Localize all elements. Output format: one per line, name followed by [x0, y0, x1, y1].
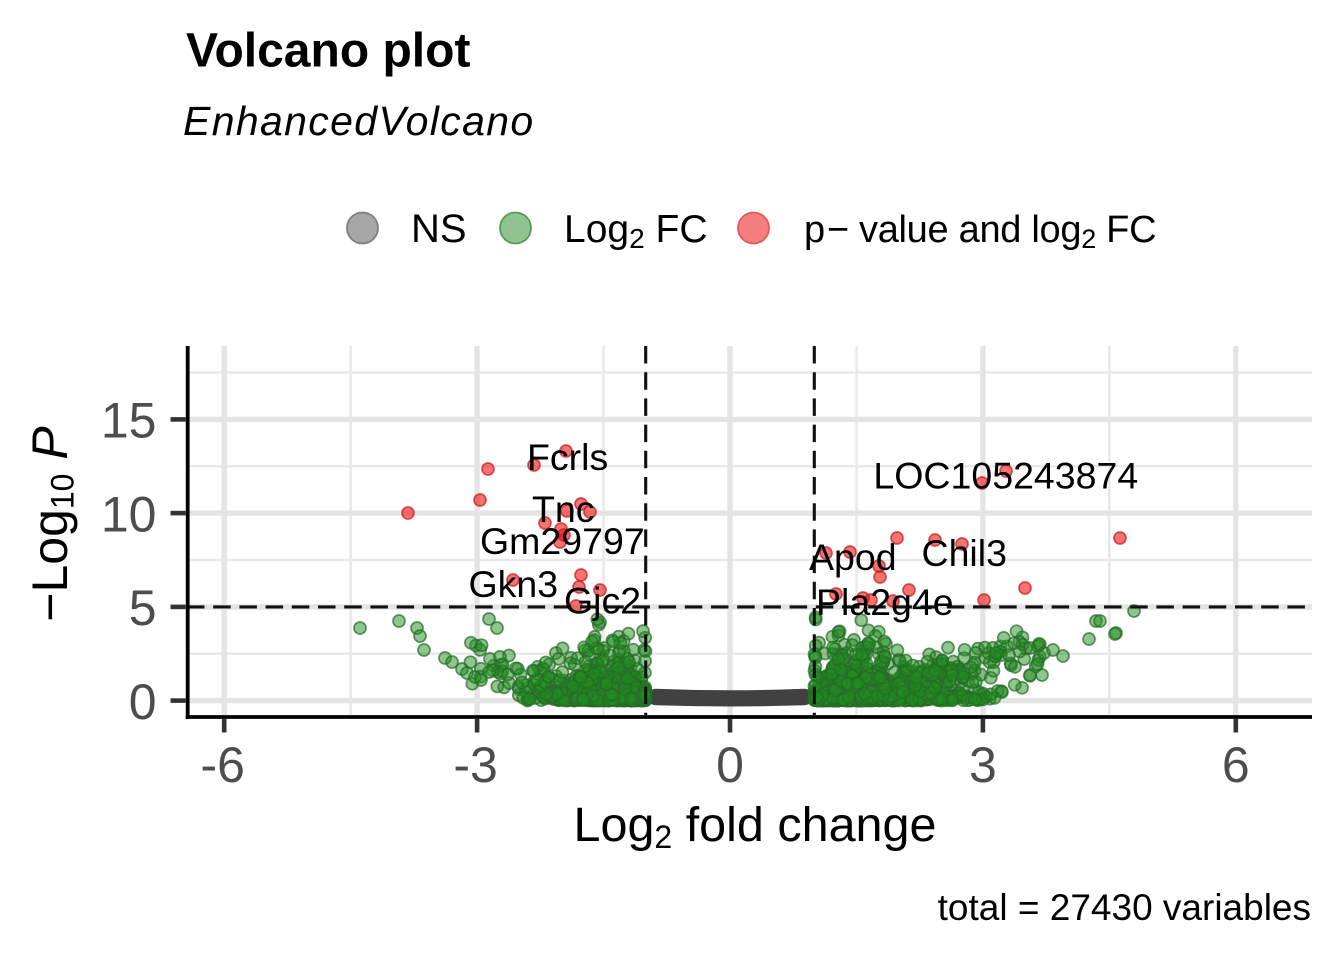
svg-text:0: 0 — [129, 674, 157, 730]
svg-text:EnhancedVolcano: EnhancedVolcano — [183, 98, 535, 144]
svg-text:Gkn3: Gkn3 — [469, 563, 559, 605]
svg-text:5: 5 — [129, 580, 157, 636]
svg-text:NS: NS — [411, 207, 467, 251]
svg-text:10: 10 — [101, 486, 157, 542]
svg-text:6: 6 — [1222, 737, 1250, 793]
svg-text:-3: -3 — [453, 737, 497, 793]
svg-text:15: 15 — [101, 393, 157, 449]
svg-text:Pla2g4e: Pla2g4e — [816, 581, 954, 623]
svg-text:0: 0 — [716, 737, 744, 793]
svg-text:Chil3: Chil3 — [922, 532, 1007, 574]
svg-text:Gm29797: Gm29797 — [480, 520, 645, 562]
svg-text:p− value and log2 FC: p− value and log2 FC — [804, 209, 1156, 254]
svg-text:Log2 fold change: Log2 fold change — [574, 798, 937, 855]
svg-text:Apod: Apod — [809, 536, 897, 578]
svg-text:Log2 FC: Log2 FC — [564, 208, 707, 254]
svg-text:total = 27430 variables: total = 27430 variables — [938, 887, 1311, 928]
svg-text:Tnc: Tnc — [532, 488, 595, 530]
svg-text:−Log10 P: −Log10 P — [22, 426, 81, 622]
svg-text:Gjc2: Gjc2 — [564, 580, 641, 622]
svg-text:-6: -6 — [200, 737, 244, 793]
svg-text:3: 3 — [969, 737, 997, 793]
svg-text:Fcrls: Fcrls — [527, 436, 608, 478]
svg-text:Volcano plot: Volcano plot — [186, 25, 470, 78]
svg-text:LOC105243874: LOC105243874 — [873, 455, 1138, 497]
